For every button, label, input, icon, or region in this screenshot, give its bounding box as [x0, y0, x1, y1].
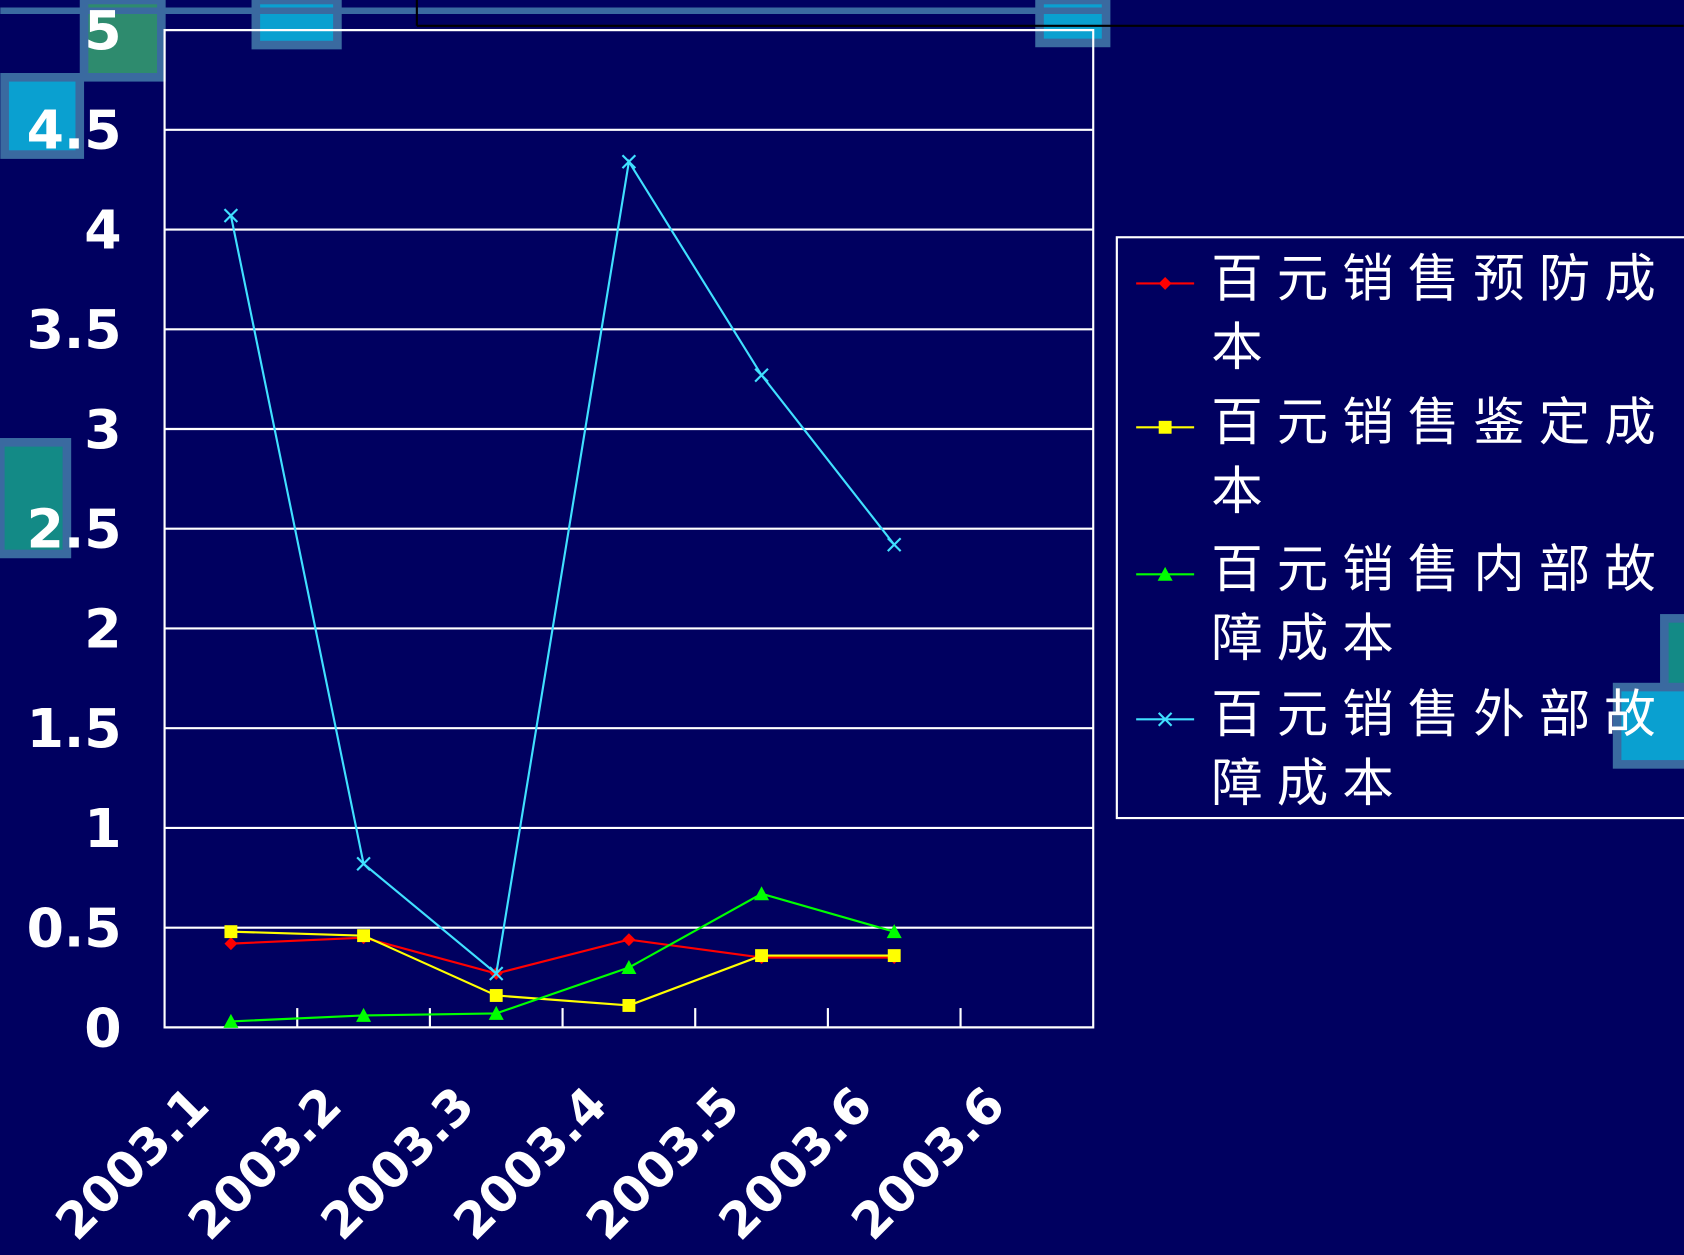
- y-tick-label: 1: [84, 797, 121, 860]
- legend: [1115, 236, 1684, 820]
- marker: [754, 886, 770, 901]
- marker: [223, 208, 239, 223]
- marker: [887, 537, 902, 552]
- marker: [224, 925, 238, 939]
- legend-label-box: 百元销售预防成本: [1211, 249, 1670, 378]
- marker: [223, 1013, 239, 1028]
- marker: [622, 999, 636, 1012]
- series-line: [230, 930, 895, 1007]
- marker: [621, 154, 637, 169]
- marker: [489, 966, 504, 981]
- marker: [622, 933, 636, 947]
- marker: [356, 856, 371, 872]
- marker: [621, 960, 637, 975]
- legend-label: 百元销售外部故障成本: [1211, 684, 1670, 814]
- y-tick-label: 4.5: [27, 99, 122, 162]
- decor: [0, 438, 72, 559]
- series-line: [230, 936, 895, 975]
- decor: [1612, 682, 1684, 769]
- legend-label: 百元销售内部故障成本: [1211, 540, 1670, 669]
- marker: [488, 1005, 504, 1020]
- marker: [489, 989, 503, 1002]
- y-tick-label: 3: [84, 398, 121, 461]
- y-tick-label: 1.5: [27, 697, 122, 760]
- legend-label-box: 百元销售鉴定成本: [1211, 392, 1670, 522]
- marker: [754, 367, 769, 383]
- decor: [251, 0, 342, 50]
- decor: [0, 73, 85, 159]
- y-tick-label: 4: [84, 198, 121, 261]
- legend-label-box: 百元销售内部故障成本: [1211, 540, 1670, 669]
- marker: [1158, 276, 1172, 290]
- y-tick-label: 0.5: [27, 897, 122, 960]
- legend-label: 百元销售鉴定成本: [1211, 392, 1670, 522]
- marker: [356, 1007, 372, 1022]
- marker: [755, 949, 769, 963]
- marker: [224, 937, 238, 951]
- marker: [1157, 566, 1173, 581]
- marker: [1158, 420, 1172, 434]
- y-tick-label: 2: [84, 597, 121, 660]
- marker: [887, 949, 901, 963]
- marker: [357, 929, 371, 943]
- y-tick-label: 0: [84, 996, 121, 1059]
- y-tick-label: 3.5: [27, 298, 122, 361]
- decor: [1035, 0, 1111, 48]
- legend-label-box: 百元销售外部故障成本: [1211, 684, 1670, 814]
- marker: [1157, 712, 1173, 727]
- y-tick-label: 5: [84, 0, 121, 62]
- y-tick-label: 2.5: [27, 498, 122, 561]
- marker: [886, 924, 902, 939]
- series-line: [230, 892, 895, 1023]
- series-line: [229, 158, 896, 976]
- legend-label: 百元销售预防成本: [1211, 249, 1670, 378]
